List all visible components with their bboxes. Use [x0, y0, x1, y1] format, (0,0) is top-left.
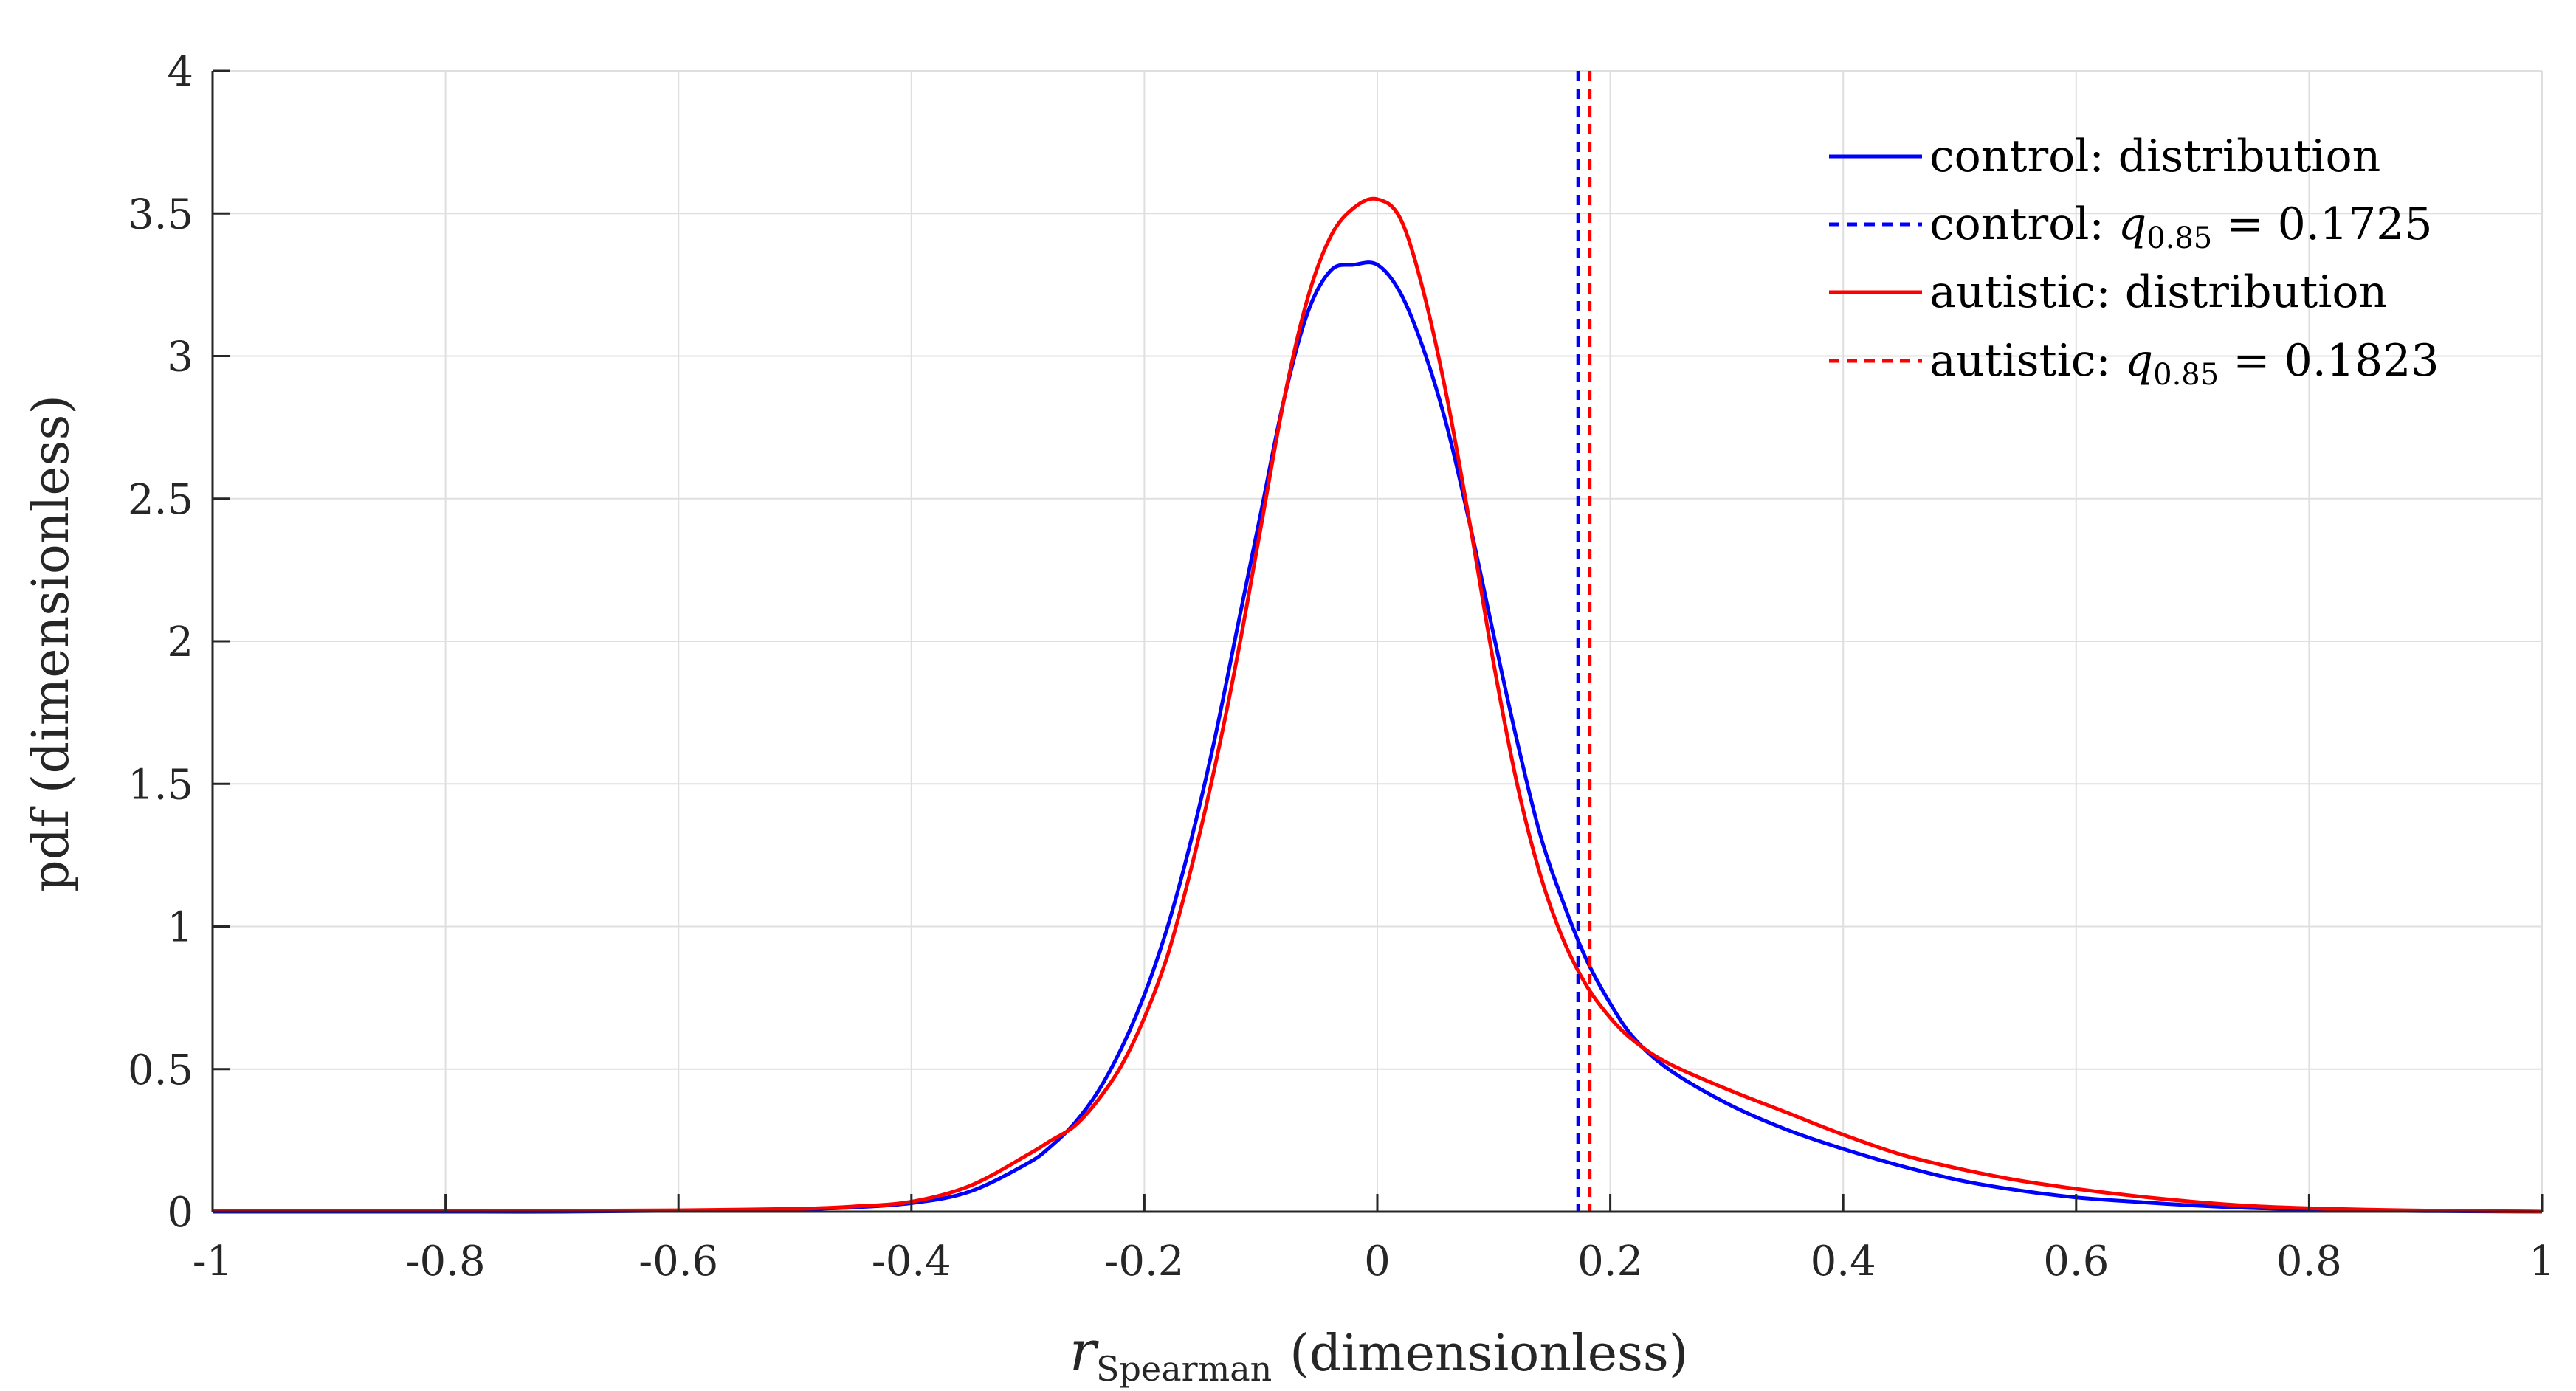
legend-label-autistic-quantile: autistic: q0.85 = 0.1823 — [1929, 335, 2439, 392]
x-tick-label-2: -0.6 — [638, 1238, 718, 1285]
axes-group — [211, 69, 2544, 1213]
y-tick-label-5: 2.5 — [128, 476, 193, 524]
y-tick-label-0: 0 — [167, 1189, 193, 1237]
x-tick-label-1: -0.8 — [406, 1238, 486, 1285]
x-tick-label-10: 1 — [2529, 1238, 2555, 1285]
series-line-autistic — [212, 196, 2543, 1214]
y-tick-label-2: 1 — [167, 904, 193, 952]
y-tick-label-4: 2 — [167, 618, 193, 666]
y-tick-label-8: 4 — [167, 48, 193, 96]
x-tick-label-8: 0.6 — [2043, 1238, 2109, 1285]
x-tick-label-0: -1 — [193, 1238, 233, 1285]
y-tick-label-7: 3.5 — [128, 190, 193, 238]
series-group — [212, 71, 2543, 1214]
tick-labels: -1 -0.8 -0.6 -0.4 -0.2 0 0.2 0.4 0.6 0.8 1 0 0.5 1 1.5… — [128, 48, 2555, 1285]
legend-label-control-distribution: control: distribution — [1929, 131, 2380, 182]
x-tick-label-6: 0.2 — [1577, 1238, 1643, 1285]
x-axis-title-var: r — [1070, 1318, 1100, 1384]
x-axis-title-unit: (dimensionless) — [1289, 1325, 1688, 1383]
y-axis-title: pdf (dimensionless) — [22, 395, 80, 892]
legend-label-control-quantile: control: q0.85 = 0.1725 — [1929, 199, 2433, 255]
x-tick-label-4: -0.2 — [1104, 1238, 1184, 1285]
y-tick-label-3: 1.5 — [128, 761, 193, 809]
legend-label-autistic-distribution: autistic: distribution — [1929, 266, 2387, 318]
y-tick-label-1: 0.5 — [128, 1046, 193, 1094]
x-axis-title-sub: Spearman — [1096, 1349, 1272, 1389]
x-tick-label-9: 0.8 — [2276, 1238, 2342, 1285]
legend: control: distribution control: q0.85 = 0… — [1829, 131, 2439, 392]
series-line-control — [213, 260, 2543, 1214]
x-tick-label-3: -0.4 — [872, 1238, 951, 1285]
x-tick-label-5: 0 — [1364, 1238, 1391, 1285]
y-tick-label-6: 3 — [167, 334, 193, 382]
x-tick-label-7: 0.4 — [1811, 1238, 1876, 1285]
x-axis-title: rSpearman (dimensionless) — [1070, 1318, 1689, 1389]
